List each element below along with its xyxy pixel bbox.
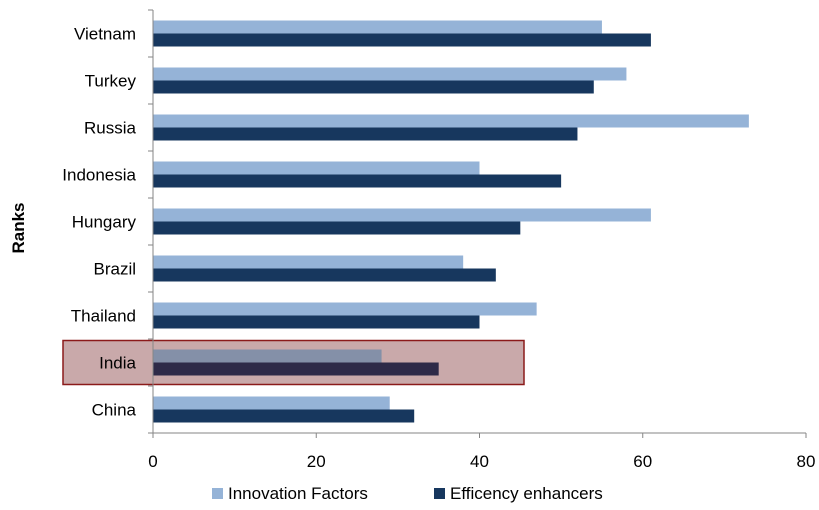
y-axis-title: Ranks	[9, 202, 28, 253]
bar-innovation-factors-indonesia	[153, 161, 480, 175]
category-label: India	[99, 354, 136, 373]
bar-efficency-enhancers-vietnam	[153, 33, 651, 47]
legend-swatch-efficency-enhancers	[434, 488, 445, 499]
bar-innovation-factors-brazil	[153, 255, 464, 269]
bar-innovation-factors-thailand	[153, 302, 537, 316]
legend-label: Efficency enhancers	[450, 484, 603, 503]
x-tick-label: 60	[633, 452, 652, 471]
bar-innovation-factors-china	[153, 396, 390, 410]
category-label: Hungary	[72, 213, 137, 232]
bar-efficency-enhancers-china	[153, 409, 415, 423]
bar-efficency-enhancers-hungary	[153, 221, 521, 235]
bar-innovation-factors-vietnam	[153, 20, 602, 34]
bar-efficency-enhancers-indonesia	[153, 174, 562, 188]
category-label: Brazil	[93, 260, 136, 279]
category-label: China	[92, 401, 137, 420]
x-tick-label: 0	[148, 452, 157, 471]
bar-innovation-factors-india	[153, 349, 382, 363]
x-tick-label: 20	[307, 452, 326, 471]
category-label: Russia	[84, 119, 137, 138]
bar-innovation-factors-hungary	[153, 208, 651, 222]
bar-efficency-enhancers-turkey	[153, 80, 594, 94]
category-label: Vietnam	[74, 25, 136, 44]
category-label: Thailand	[71, 307, 136, 326]
x-tick-label: 80	[797, 452, 816, 471]
bar-efficency-enhancers-thailand	[153, 315, 480, 329]
category-label: Turkey	[85, 72, 137, 91]
legend-swatch-innovation-factors	[212, 488, 223, 499]
bar-efficency-enhancers-russia	[153, 127, 578, 141]
legend-label: Innovation Factors	[228, 484, 368, 503]
bar-innovation-factors-turkey	[153, 67, 627, 81]
x-tick-label: 40	[470, 452, 489, 471]
bar-efficency-enhancers-brazil	[153, 268, 496, 282]
category-label: Indonesia	[62, 166, 136, 185]
bar-innovation-factors-russia	[153, 114, 749, 128]
bar-efficency-enhancers-india	[153, 362, 439, 376]
